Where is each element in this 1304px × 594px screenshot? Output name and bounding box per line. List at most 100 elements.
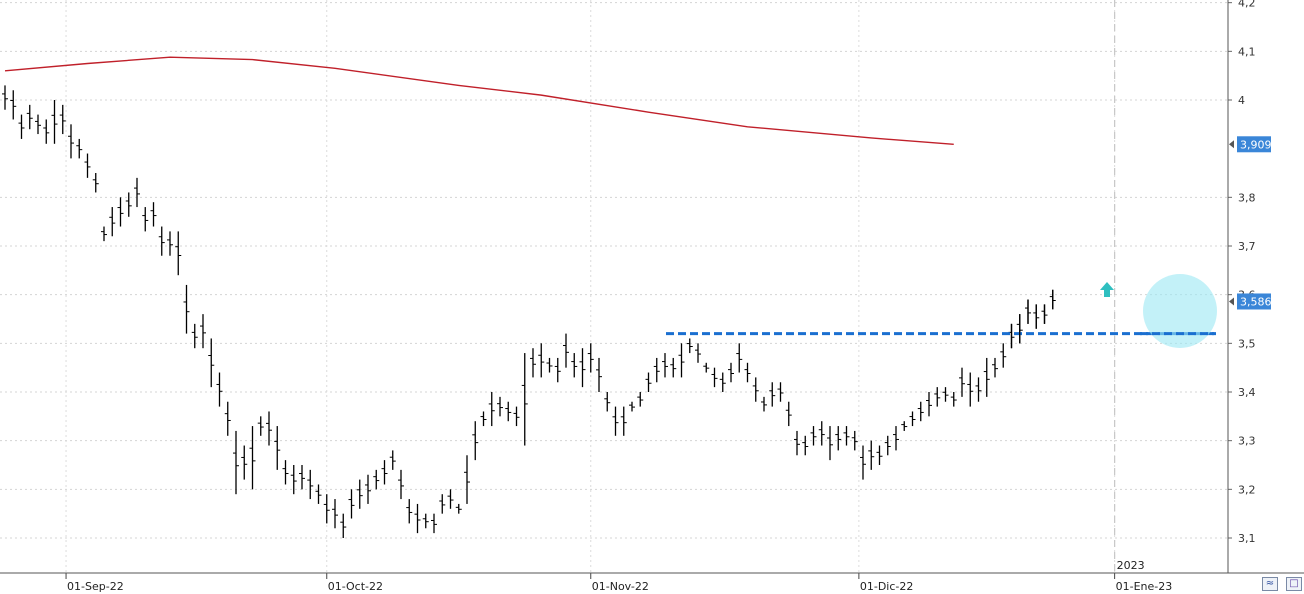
- ohlc-bar: [109, 207, 116, 237]
- ohlc-bar: [596, 357, 602, 392]
- ohlc-bar: [282, 460, 289, 485]
- ohlc-bar: [843, 426, 850, 446]
- ohlc-bar: [134, 177, 140, 208]
- price-pointer: [1229, 297, 1234, 306]
- ohlc-bar: [51, 99, 58, 144]
- ohlc-bar: [992, 357, 998, 378]
- ohlc-bar: [893, 426, 899, 451]
- ohlc-bar: [315, 484, 322, 504]
- ohlc-bar: [827, 426, 833, 461]
- ohlc-bar: [587, 343, 594, 373]
- ohlc-bar: [959, 367, 965, 397]
- ohlc-bar: [670, 357, 677, 378]
- year-label: 2023: [1117, 559, 1145, 572]
- annotations: [666, 274, 1217, 349]
- ohlc-bar: [101, 226, 107, 242]
- ohlc-bar: [233, 430, 239, 495]
- ohlc-bar: [810, 426, 817, 446]
- ohlc-bar: [76, 138, 83, 159]
- y-tick-label: 3,4: [1238, 386, 1256, 399]
- y-tick-label: 3,5: [1238, 337, 1256, 350]
- ohlc-bar: [414, 503, 421, 534]
- ohlc-bar: [373, 469, 380, 490]
- ohlc-bar: [431, 513, 437, 534]
- ohlc-bar: [975, 377, 982, 402]
- ohlc-bar: [18, 114, 25, 139]
- ohlc-bar: [117, 197, 124, 227]
- ohlc-bar: [678, 343, 685, 378]
- ohlc-bars: [2, 85, 1056, 538]
- ohlc-bar: [794, 430, 800, 456]
- ohlc-bar: [662, 353, 668, 378]
- price-label: 3,586: [1240, 295, 1272, 308]
- up-arrow-icon: [1100, 282, 1114, 297]
- ohlc-bar: [513, 406, 520, 427]
- ohlc-bar: [464, 455, 470, 504]
- autoscale-icon[interactable]: ≈: [1262, 577, 1278, 591]
- ohlc-bar: [480, 411, 487, 427]
- ohlc-bar: [92, 172, 99, 193]
- ohlc-bar: [785, 401, 792, 427]
- ohlc-bar: [1000, 343, 1007, 368]
- ohlc-bar: [530, 348, 536, 378]
- ohlc-bar: [142, 207, 149, 232]
- x-tick-label: 01-Dic-22: [860, 580, 914, 593]
- ohlc-bar: [983, 357, 990, 397]
- ohlc-bar: [777, 382, 784, 402]
- ohlc-bar: [818, 421, 825, 446]
- ohlc-bar: [637, 391, 644, 407]
- ohlc-bar: [150, 202, 157, 227]
- ohlc-bar: [299, 464, 305, 490]
- ohlc-bar: [909, 411, 916, 427]
- breakout-highlight: [1143, 274, 1217, 348]
- moving-average-line: [4, 56, 954, 145]
- ohlc-bar: [439, 494, 446, 514]
- y-tick-label: 3,7: [1238, 240, 1256, 253]
- ohlc-bar: [967, 372, 974, 407]
- ohlc-bar: [761, 396, 767, 412]
- y-tick-label: 3,1: [1238, 532, 1256, 545]
- ma-label: 3,909: [1240, 138, 1272, 151]
- price-label-bg: [1237, 293, 1271, 310]
- ohlc-bar: [307, 469, 314, 500]
- ohlc-bar: [43, 119, 50, 144]
- ohlc-bar: [249, 426, 256, 490]
- ohlc-bar: [497, 396, 503, 417]
- ohlc-bar: [488, 391, 495, 427]
- ohlc-bar: [365, 474, 371, 504]
- ohlc-bar: [629, 401, 635, 412]
- x-tick-label: 01-Nov-22: [592, 580, 649, 593]
- ohlc-bar: [868, 440, 875, 470]
- ohlc-bar: [455, 503, 462, 514]
- ohlc-bar: [257, 416, 264, 436]
- ohlc-bar: [68, 124, 74, 159]
- ohlc-bar: [183, 284, 190, 334]
- ohlc-bar: [274, 426, 281, 470]
- save-icon[interactable]: □: [1286, 577, 1302, 591]
- ohlc-bar: [719, 372, 726, 392]
- ohlc-bar: [406, 499, 413, 524]
- ohlc-bar: [703, 362, 710, 373]
- ohlc-bar: [901, 421, 908, 431]
- ma-label-bg: [1237, 136, 1271, 153]
- ohlc-bar: [695, 343, 701, 363]
- ohlc-bar: [752, 377, 759, 402]
- grid: [0, 0, 1228, 573]
- ohlc-bar: [860, 445, 866, 480]
- ohlc-bar: [926, 391, 932, 417]
- ohlc-bar: [950, 391, 957, 407]
- ohlc-bar: [35, 114, 41, 135]
- ohlc-bar: [736, 343, 743, 373]
- ohlc-bar: [447, 489, 454, 509]
- ohlc-bar: [167, 231, 173, 256]
- ohlc-bar: [158, 226, 165, 256]
- ohlc-bar: [59, 104, 66, 135]
- ohlc-bar: [711, 367, 718, 388]
- ohlc-bar: [744, 362, 751, 383]
- ohlc-bar: [521, 353, 528, 446]
- ohlc-bar: [191, 323, 198, 349]
- ohlc-bar: [200, 314, 206, 349]
- y-tick-label: 4: [1238, 94, 1245, 107]
